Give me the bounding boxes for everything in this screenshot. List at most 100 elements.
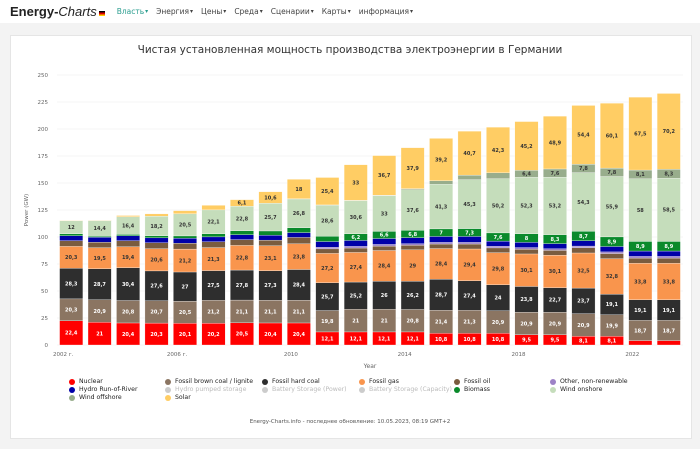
logo[interactable]: Energy-Charts — [10, 4, 105, 19]
bar-segment-biomass — [87, 235, 112, 238]
bar-segment-biomass — [230, 230, 254, 235]
bar-segment-solar — [543, 115, 567, 170]
german-flag-icon — [98, 11, 105, 16]
data-label: 67,5 — [634, 131, 647, 137]
bar-segment-biomass — [116, 234, 140, 236]
bar-segment-hydro-run-of-river — [372, 238, 397, 245]
bar-segment-fossil-oil — [600, 253, 624, 259]
legend-dot-icon — [165, 378, 171, 385]
data-label: 45,3 — [463, 202, 476, 208]
bar-segment-hydro-run-of-river — [59, 235, 84, 241]
data-label: 20,8 — [122, 310, 135, 316]
bar-segment-wind-offshore — [486, 172, 510, 179]
nav-item-label: Энергия — [156, 7, 190, 16]
data-label: 41,3 — [435, 204, 448, 210]
legend-item[interactable]: Solar — [165, 394, 191, 401]
bar-segment-fossil-oil — [116, 240, 140, 247]
data-label: 37,6 — [407, 208, 420, 214]
data-label: 6,1 — [238, 201, 247, 207]
data-label: 29,4 — [463, 263, 476, 269]
bar-segment-fossil-oil — [258, 239, 283, 246]
chevron-down-icon: ▾ — [145, 8, 149, 15]
legend-item[interactable]: Other, non-renewable — [550, 378, 628, 385]
data-label: 18,7 — [634, 328, 647, 334]
bar-segment-fossil-oil — [571, 247, 596, 254]
bar-segment-solar — [230, 199, 254, 207]
data-label: 20,9 — [520, 321, 533, 327]
bar-segment-fossil-oil — [429, 243, 453, 249]
bar-segment-hydro-run-of-river — [315, 241, 340, 248]
bar-segment-biomass — [59, 233, 84, 236]
data-label: 19,5 — [94, 256, 107, 262]
bar-segment-solar — [343, 164, 368, 201]
bar-segment-hydro-run-of-river — [173, 238, 197, 244]
chart-title: Чистая установленная мощность производст… — [137, 44, 563, 56]
legend-dot-icon — [262, 386, 268, 393]
bar-segment-other-non-renewable — [372, 244, 397, 247]
data-label: 27,2 — [321, 266, 334, 272]
legend-item[interactable]: Biomass — [454, 386, 490, 393]
data-label: 28,4 — [435, 262, 448, 268]
legend-item[interactable]: Battery Storage (Power) — [262, 386, 347, 393]
data-label: 20,2 — [207, 332, 220, 338]
nav-item[interactable]: Сценарии ▾ — [271, 7, 314, 16]
nav-item[interactable]: информация ▾ — [359, 7, 413, 16]
y-tick-label: 200 — [38, 127, 49, 133]
data-label: 7,6 — [494, 235, 503, 241]
data-label: 21,2 — [179, 258, 192, 264]
data-label: 27,4 — [463, 293, 476, 299]
data-label: 8,9 — [664, 244, 673, 250]
legend-item[interactable]: Fossil gas — [359, 378, 399, 385]
data-label: 19,1 — [663, 308, 676, 314]
data-label: 10,6 — [264, 195, 277, 201]
data-label: 70,2 — [663, 129, 676, 135]
legend-dot-icon — [550, 386, 556, 393]
data-label: 20,6 — [150, 258, 163, 264]
chevron-down-icon: ▾ — [347, 8, 351, 15]
bar-segment-hydro-run-of-river — [258, 235, 283, 241]
data-label: 21,1 — [264, 309, 277, 315]
x-tick-label: 2010 — [284, 352, 298, 358]
data-label: 40,7 — [463, 151, 476, 157]
legend-dot-icon — [262, 378, 268, 385]
legend-item[interactable]: Nuclear — [69, 378, 103, 385]
data-label: 8,1 — [579, 338, 588, 344]
nav-item[interactable]: Среда ▾ — [234, 7, 262, 16]
data-label: 27,5 — [207, 283, 220, 289]
y-tick-label: 250 — [38, 73, 49, 79]
data-label: 30,4 — [122, 282, 135, 288]
legend-label: Biomass — [464, 386, 491, 393]
legend-item[interactable]: Fossil oil — [454, 378, 490, 385]
data-label: 36,7 — [378, 173, 391, 179]
data-label: 26,2 — [407, 293, 420, 299]
data-label: 21,1 — [293, 309, 306, 315]
data-label: 10,8 — [492, 337, 505, 343]
bar-segment-other-non-renewable — [400, 243, 425, 246]
legend-item[interactable]: Wind offshore — [69, 394, 122, 401]
nav-item[interactable]: Цены ▾ — [201, 7, 226, 16]
bar-segment-solar — [514, 121, 539, 171]
data-label: 19,4 — [122, 255, 135, 261]
legend-item[interactable]: Fossil brown coal / lignite — [165, 378, 253, 385]
legend-item[interactable]: Fossil hard coal — [262, 378, 320, 385]
nav-item[interactable]: Власть ▾ — [117, 7, 148, 16]
x-tick-label: 2022 — [625, 352, 639, 358]
legend-item[interactable]: Wind onshore — [550, 386, 602, 393]
nav-item[interactable]: Энергия ▾ — [156, 7, 193, 16]
data-label: 20,7 — [150, 310, 163, 316]
data-label: 45,2 — [520, 144, 533, 150]
nav-item-label: Сценарии — [270, 7, 310, 16]
legend-item[interactable]: Battery Storage (Capacity) — [359, 386, 452, 393]
legend-label: Hydro pumped storage — [175, 386, 247, 393]
data-label: 28,4 — [378, 264, 391, 270]
data-label: 19,8 — [321, 319, 334, 325]
data-label: 7,6 — [551, 171, 560, 177]
legend-item[interactable]: Hydro Run-of-River — [69, 386, 138, 393]
legend-item[interactable]: Hydro pumped storage — [165, 386, 246, 393]
bar-segment-hydro-run-of-river — [600, 246, 624, 253]
data-label: 28,7 — [94, 282, 107, 288]
nav-item[interactable]: Карты ▾ — [322, 7, 351, 16]
data-label: 26,8 — [293, 211, 306, 217]
bar-segment-other-non-renewable — [315, 247, 340, 250]
data-label: 21 — [96, 331, 103, 337]
